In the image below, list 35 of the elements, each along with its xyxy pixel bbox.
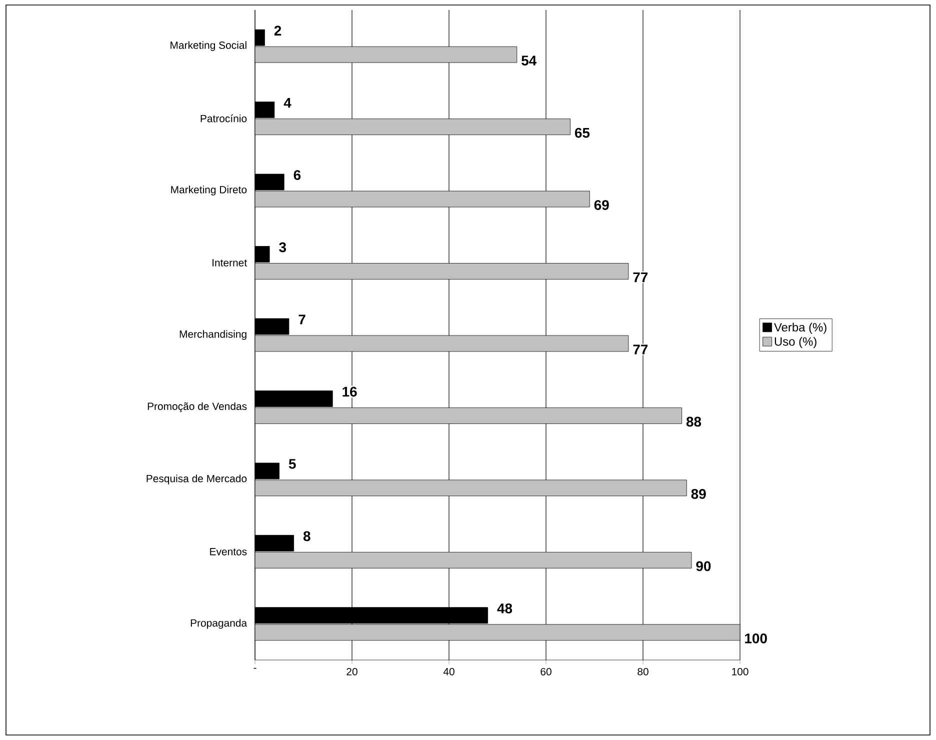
data-label: 77 [633, 272, 648, 282]
data-label: 100 [745, 633, 767, 644]
data-label: 88 [686, 416, 702, 427]
y-tick-label: Marketing Direto [171, 186, 247, 196]
data-label: 3 [279, 242, 286, 252]
y-tick-label: Merchandising [180, 330, 246, 340]
y-tick-label: Propaganda [190, 619, 248, 629]
data-label: 2 [274, 26, 282, 36]
data-label: 6 [294, 170, 301, 180]
data-label: 69 [594, 200, 609, 210]
x-tick-label: 20 [346, 668, 358, 676]
legend-label: Uso (%) [774, 336, 816, 348]
data-label: 7 [298, 314, 306, 324]
data-label: 54 [522, 56, 537, 66]
data-label: 77 [633, 344, 648, 354]
y-tick-label: Promoção de Vendas [148, 402, 247, 412]
data-label: 90 [696, 561, 711, 572]
data-label: 89 [691, 488, 706, 499]
x-tick-label: - [254, 668, 256, 669]
x-tick-label: 40 [443, 668, 454, 676]
y-tick-label: Patrocínio [200, 114, 247, 122]
y-tick-label: Pesquisa de Mercado [146, 474, 247, 484]
x-tick-label: 80 [638, 668, 648, 676]
x-tick-label: 100 [732, 668, 748, 676]
y-tick-label: Internet [212, 259, 247, 266]
x-tick-label: 60 [540, 668, 552, 676]
data-label: 65 [574, 128, 590, 138]
data-label: 5 [288, 459, 296, 469]
legend-label: Verba (%) [774, 322, 826, 334]
data-label: 8 [303, 531, 310, 542]
data-label: 16 [342, 386, 357, 397]
y-tick-label: Eventos [210, 548, 247, 556]
data-label: 48 [497, 603, 512, 614]
data-label: 4 [284, 98, 292, 108]
y-tick-label: Marketing Social [170, 41, 246, 51]
